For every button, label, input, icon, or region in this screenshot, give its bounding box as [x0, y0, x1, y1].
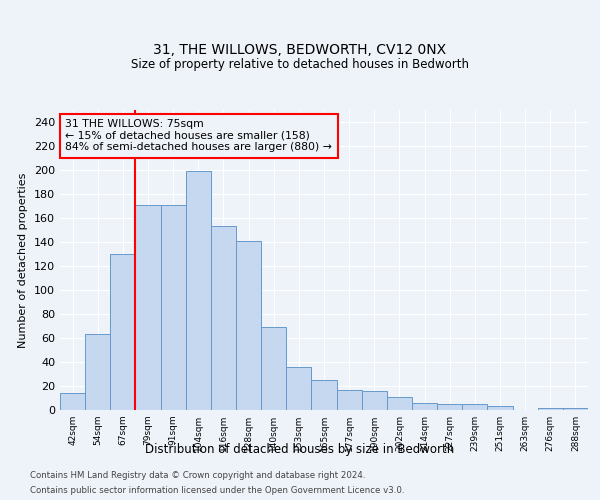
Text: Size of property relative to detached houses in Bedworth: Size of property relative to detached ho…: [131, 58, 469, 71]
Bar: [362, 391, 387, 410]
Bar: [85, 334, 110, 410]
Bar: [538, 408, 563, 410]
Text: 31, THE WILLOWS, BEDWORTH, CV12 0NX: 31, THE WILLOWS, BEDWORTH, CV12 0NX: [154, 44, 446, 58]
Bar: [211, 226, 236, 410]
Bar: [487, 406, 512, 410]
Bar: [462, 404, 487, 410]
Bar: [110, 254, 136, 410]
Bar: [161, 205, 186, 410]
Y-axis label: Number of detached properties: Number of detached properties: [19, 172, 28, 348]
Bar: [387, 397, 412, 410]
Bar: [311, 380, 337, 410]
Text: Contains public sector information licensed under the Open Government Licence v3: Contains public sector information licen…: [30, 486, 404, 495]
Bar: [437, 404, 462, 410]
Bar: [60, 393, 85, 410]
Text: Contains HM Land Registry data © Crown copyright and database right 2024.: Contains HM Land Registry data © Crown c…: [30, 471, 365, 480]
Text: Distribution of detached houses by size in Bedworth: Distribution of detached houses by size …: [145, 442, 455, 456]
Bar: [337, 390, 362, 410]
Bar: [412, 403, 437, 410]
Text: 31 THE WILLOWS: 75sqm
← 15% of detached houses are smaller (158)
84% of semi-det: 31 THE WILLOWS: 75sqm ← 15% of detached …: [65, 119, 332, 152]
Bar: [236, 241, 261, 410]
Bar: [136, 205, 161, 410]
Bar: [186, 171, 211, 410]
Bar: [563, 408, 588, 410]
Bar: [286, 367, 311, 410]
Bar: [261, 327, 286, 410]
